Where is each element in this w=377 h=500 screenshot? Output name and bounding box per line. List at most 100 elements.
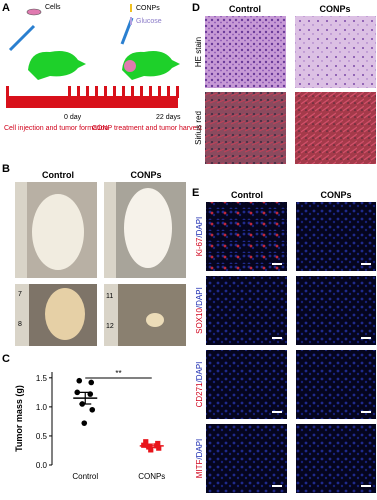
ruler bbox=[104, 284, 118, 346]
scale-bar bbox=[361, 485, 371, 487]
data-point bbox=[76, 377, 83, 384]
phase-label: Cell injection and tumor formation bbox=[4, 125, 108, 132]
data-point bbox=[156, 445, 162, 451]
data-point bbox=[143, 439, 149, 445]
mouse-photo bbox=[32, 194, 84, 270]
y-tick-label: 1.5 bbox=[36, 374, 48, 383]
column-header: CONPs bbox=[130, 170, 161, 180]
marker-name: Ki-67 bbox=[195, 237, 204, 256]
timeline-label: 22 days bbox=[156, 114, 181, 121]
panel-label: E bbox=[192, 187, 199, 199]
mouse-photo bbox=[124, 188, 172, 268]
y-tick-label: 0.0 bbox=[36, 461, 48, 470]
fluorescence-image bbox=[296, 424, 376, 493]
panel-label: D bbox=[192, 2, 200, 14]
counterstain-name: /DAPI bbox=[195, 439, 204, 460]
syringe bbox=[8, 24, 36, 52]
timeline-tick bbox=[176, 86, 179, 98]
fluorescence-image bbox=[206, 350, 287, 419]
row-label: SOX10/DAPI bbox=[195, 287, 204, 334]
tumor-photo bbox=[45, 288, 85, 340]
timeline-tick bbox=[68, 86, 71, 98]
scale-bar bbox=[272, 485, 282, 487]
ruler-label: 7 bbox=[18, 291, 22, 298]
timeline-ticks bbox=[68, 86, 179, 98]
mouse bbox=[28, 51, 86, 80]
row-label: CD271/DAPI bbox=[195, 362, 204, 408]
dot-plot: Tumor mass (g) 0.0 0.5 1.0 1.5 Control CONPs ** bbox=[14, 369, 165, 481]
timeline-tick bbox=[131, 86, 134, 98]
column-header: CONPs bbox=[320, 190, 351, 200]
column-header: Control bbox=[42, 170, 74, 180]
scale-bar bbox=[361, 411, 371, 413]
timeline-tick bbox=[167, 86, 170, 98]
fluorescence-image bbox=[206, 202, 287, 271]
counterstain-name: /DAPI bbox=[195, 362, 204, 383]
timeline-tick bbox=[122, 86, 125, 98]
data-point bbox=[74, 389, 81, 396]
x-tick-label: Control bbox=[72, 472, 98, 481]
ruler bbox=[15, 182, 27, 278]
timeline-tick bbox=[95, 86, 98, 98]
data-point bbox=[148, 447, 154, 453]
timeline-tick bbox=[113, 86, 116, 98]
ruler bbox=[15, 284, 29, 346]
panel-label: A bbox=[2, 2, 10, 14]
ruler bbox=[104, 182, 116, 278]
data-point bbox=[81, 420, 88, 426]
counterstain-name: /DAPI bbox=[195, 217, 204, 238]
row-label: Ki-67/DAPI bbox=[195, 217, 204, 257]
glucose-icon bbox=[130, 17, 132, 25]
histology-image bbox=[205, 16, 286, 88]
scale-bar bbox=[272, 411, 282, 413]
marker-name: MITF bbox=[195, 460, 204, 479]
schematic bbox=[6, 4, 180, 108]
x-tick-label: CONPs bbox=[138, 472, 165, 481]
error-bar bbox=[145, 443, 158, 449]
fluorescence-image bbox=[296, 202, 376, 271]
histology-image bbox=[295, 92, 376, 164]
scale-bar bbox=[272, 263, 282, 265]
timeline-tick bbox=[140, 86, 143, 98]
timeline-tick bbox=[77, 86, 80, 98]
panel-label: B bbox=[2, 163, 10, 175]
marker-name: SOX10 bbox=[195, 308, 204, 334]
error-bar bbox=[79, 391, 92, 405]
y-tick-label: 1.0 bbox=[36, 403, 48, 412]
ruler-label: 11 bbox=[106, 293, 113, 300]
legend-text: Cells bbox=[45, 4, 61, 11]
ruler-label: 12 bbox=[106, 323, 114, 330]
column-header: Control bbox=[229, 4, 261, 14]
fluorescence-image bbox=[296, 350, 376, 419]
scale-bar bbox=[361, 337, 371, 339]
timeline-tick bbox=[104, 86, 107, 98]
column-header: Control bbox=[231, 190, 263, 200]
y-tick-label: 0.5 bbox=[36, 432, 48, 441]
fluorescence-image bbox=[206, 424, 287, 493]
row-label: HE stain bbox=[194, 37, 203, 67]
fluorescence-image bbox=[206, 276, 287, 345]
data-point bbox=[89, 406, 96, 413]
legend-text: CONPs bbox=[136, 5, 160, 12]
mouse bbox=[122, 51, 180, 80]
significance-label: ** bbox=[115, 369, 121, 378]
panel-label: C bbox=[2, 353, 10, 365]
scale-bar bbox=[272, 337, 282, 339]
histology-image bbox=[295, 16, 376, 88]
timeline-tick bbox=[86, 86, 89, 98]
timeline-tick bbox=[149, 86, 152, 98]
conp-icon bbox=[130, 4, 132, 12]
phase-label: CONP treatment and tumor harvest bbox=[92, 125, 202, 132]
data-point bbox=[88, 379, 95, 386]
column-header: CONPs bbox=[319, 4, 350, 14]
dish bbox=[26, 8, 42, 16]
fluorescence-image bbox=[296, 276, 376, 345]
row-label: MITF/DAPI bbox=[195, 439, 204, 479]
marker-name: CD271 bbox=[195, 382, 204, 407]
y-axis-label: Tumor mass (g) bbox=[14, 385, 24, 452]
timeline-label: 0 day bbox=[64, 114, 82, 121]
